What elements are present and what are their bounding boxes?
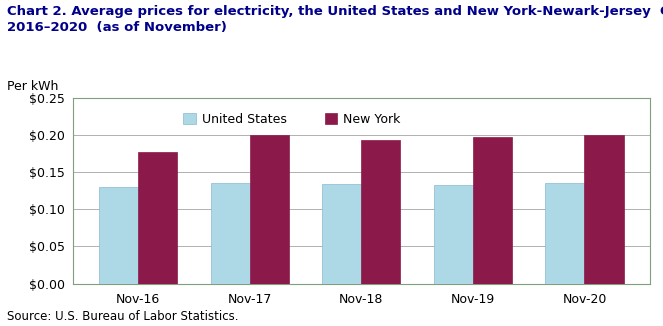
Legend: United States, New York: United States, New York [178,108,406,131]
Text: 2016–2020  (as of November): 2016–2020 (as of November) [7,21,227,34]
Bar [546,183,585,284]
Bar [99,187,138,284]
Bar [250,135,289,284]
Bar [322,184,361,284]
Text: Per kWh: Per kWh [7,80,58,93]
Bar [361,140,400,284]
Bar [473,137,512,284]
Bar [585,135,623,284]
Bar [434,185,473,284]
Text: Source: U.S. Bureau of Labor Statistics.: Source: U.S. Bureau of Labor Statistics. [7,310,238,323]
Bar [211,183,250,284]
Bar [138,152,177,284]
Text: Chart 2. Average prices for electricity, the United States and New York-Newark-J: Chart 2. Average prices for electricity,… [7,5,663,18]
